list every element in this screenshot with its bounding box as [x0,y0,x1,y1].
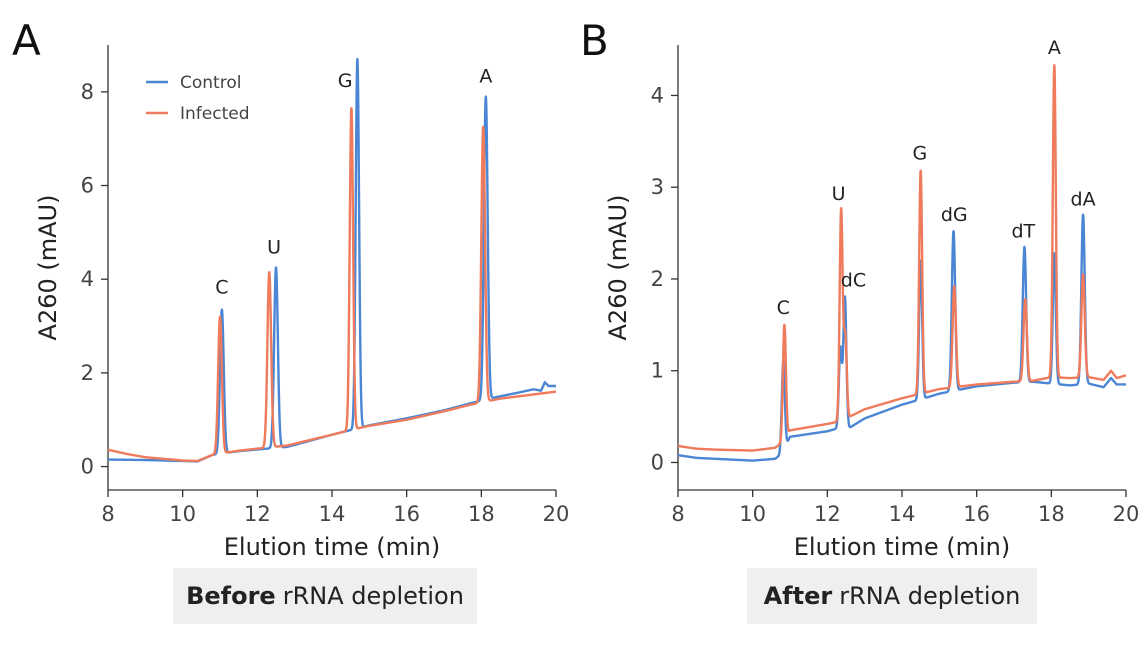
panel-b-peak-label: C [777,297,790,319]
panel-a-legend-label-control: Control [180,73,241,93]
panel-b-peak-label: A [1048,37,1061,59]
panel-a-y-tick-label: 2 [81,361,94,385]
panel-b-caption-bold: After [763,582,833,610]
panel-a-y-tick-label: 4 [81,267,94,291]
panel-a-y-axis-label: A260 (mAU) [34,195,62,341]
panel-a-y-tick-label: 0 [81,455,94,479]
panel-a-panel-letter: A [12,16,41,65]
panel-b-peak-label: U [832,183,846,205]
panel-b-caption-text: rRNA depletion [839,582,1021,610]
panel-a-caption: Before rRNA depletion [173,568,477,624]
panel-b-x-axis-label: Elution time (min) [794,533,1010,561]
panel-a-y-tick-label: 8 [81,80,94,104]
panel-a-series-control-line [106,57,558,463]
panel-b-x-tick-label: 18 [1038,502,1065,526]
panel-b-y-tick-label: 4 [651,83,664,107]
panel-a-caption-text: rRNA depletion [282,582,464,610]
panel-b-peak-label: dA [1071,189,1096,211]
panel-a-x-tick-label: 8 [101,502,114,526]
panel-a-x-axis-label: Elution time (min) [224,533,440,561]
panel-b-series-infected-line [676,63,1128,452]
panel-b-y-tick-label: 3 [651,175,664,199]
panel-a-peak-label: C [215,276,228,298]
panel-a-caption-bold: Before [186,582,276,610]
panel-a-peak-label: G [338,70,353,92]
panel-b-y-tick-label: 1 [651,359,664,383]
panel-a-x-tick-label: 18 [468,502,495,526]
panel-a-x-tick-label: 16 [393,502,420,526]
panel-b-peak-label: dG [941,204,968,226]
panel-a-chart: A 8 10 12 14 16 18 20 0 2 4 6 8 Elution time (min) A26… [12,16,569,561]
panel-b-peak-label: dC [841,269,866,291]
panel-b-x-tick-label: 20 [1113,502,1140,526]
panel-a-peak-label: A [479,65,492,87]
panel-a-x-tick-label: 14 [319,502,346,526]
panel-a-y-tick-label: 6 [81,174,94,198]
panel-b-y-tick-label: 2 [651,267,664,291]
panel-b-x-tick-label: 14 [889,502,916,526]
panel-b-series-control-line [676,213,1128,462]
panel-a-series-infected-line [106,107,558,463]
panel-a-x-tick-label: 20 [543,502,570,526]
panel-a-legend-label-infected: Infected [180,104,250,124]
panel-b-x-tick-label: 12 [814,502,841,526]
panel-a-peak-label: U [267,236,281,258]
panel-b-peak-label: dT [1011,221,1035,243]
panel-b-x-tick-label: 10 [739,502,766,526]
panel-b-y-tick-label: 0 [651,450,664,474]
panel-b-caption: After rRNA depletion [747,568,1037,624]
panel-b-x-tick-label: 8 [671,502,684,526]
panel-b-x-tick-label: 16 [963,502,990,526]
panel-b-y-axis-label: A260 (mAU) [604,195,632,341]
panel-a-x-tick-label: 12 [244,502,271,526]
panel-a-x-tick-label: 10 [169,502,196,526]
panel-b-peak-label: G [913,143,928,165]
panel-b-panel-letter: B [580,16,609,65]
